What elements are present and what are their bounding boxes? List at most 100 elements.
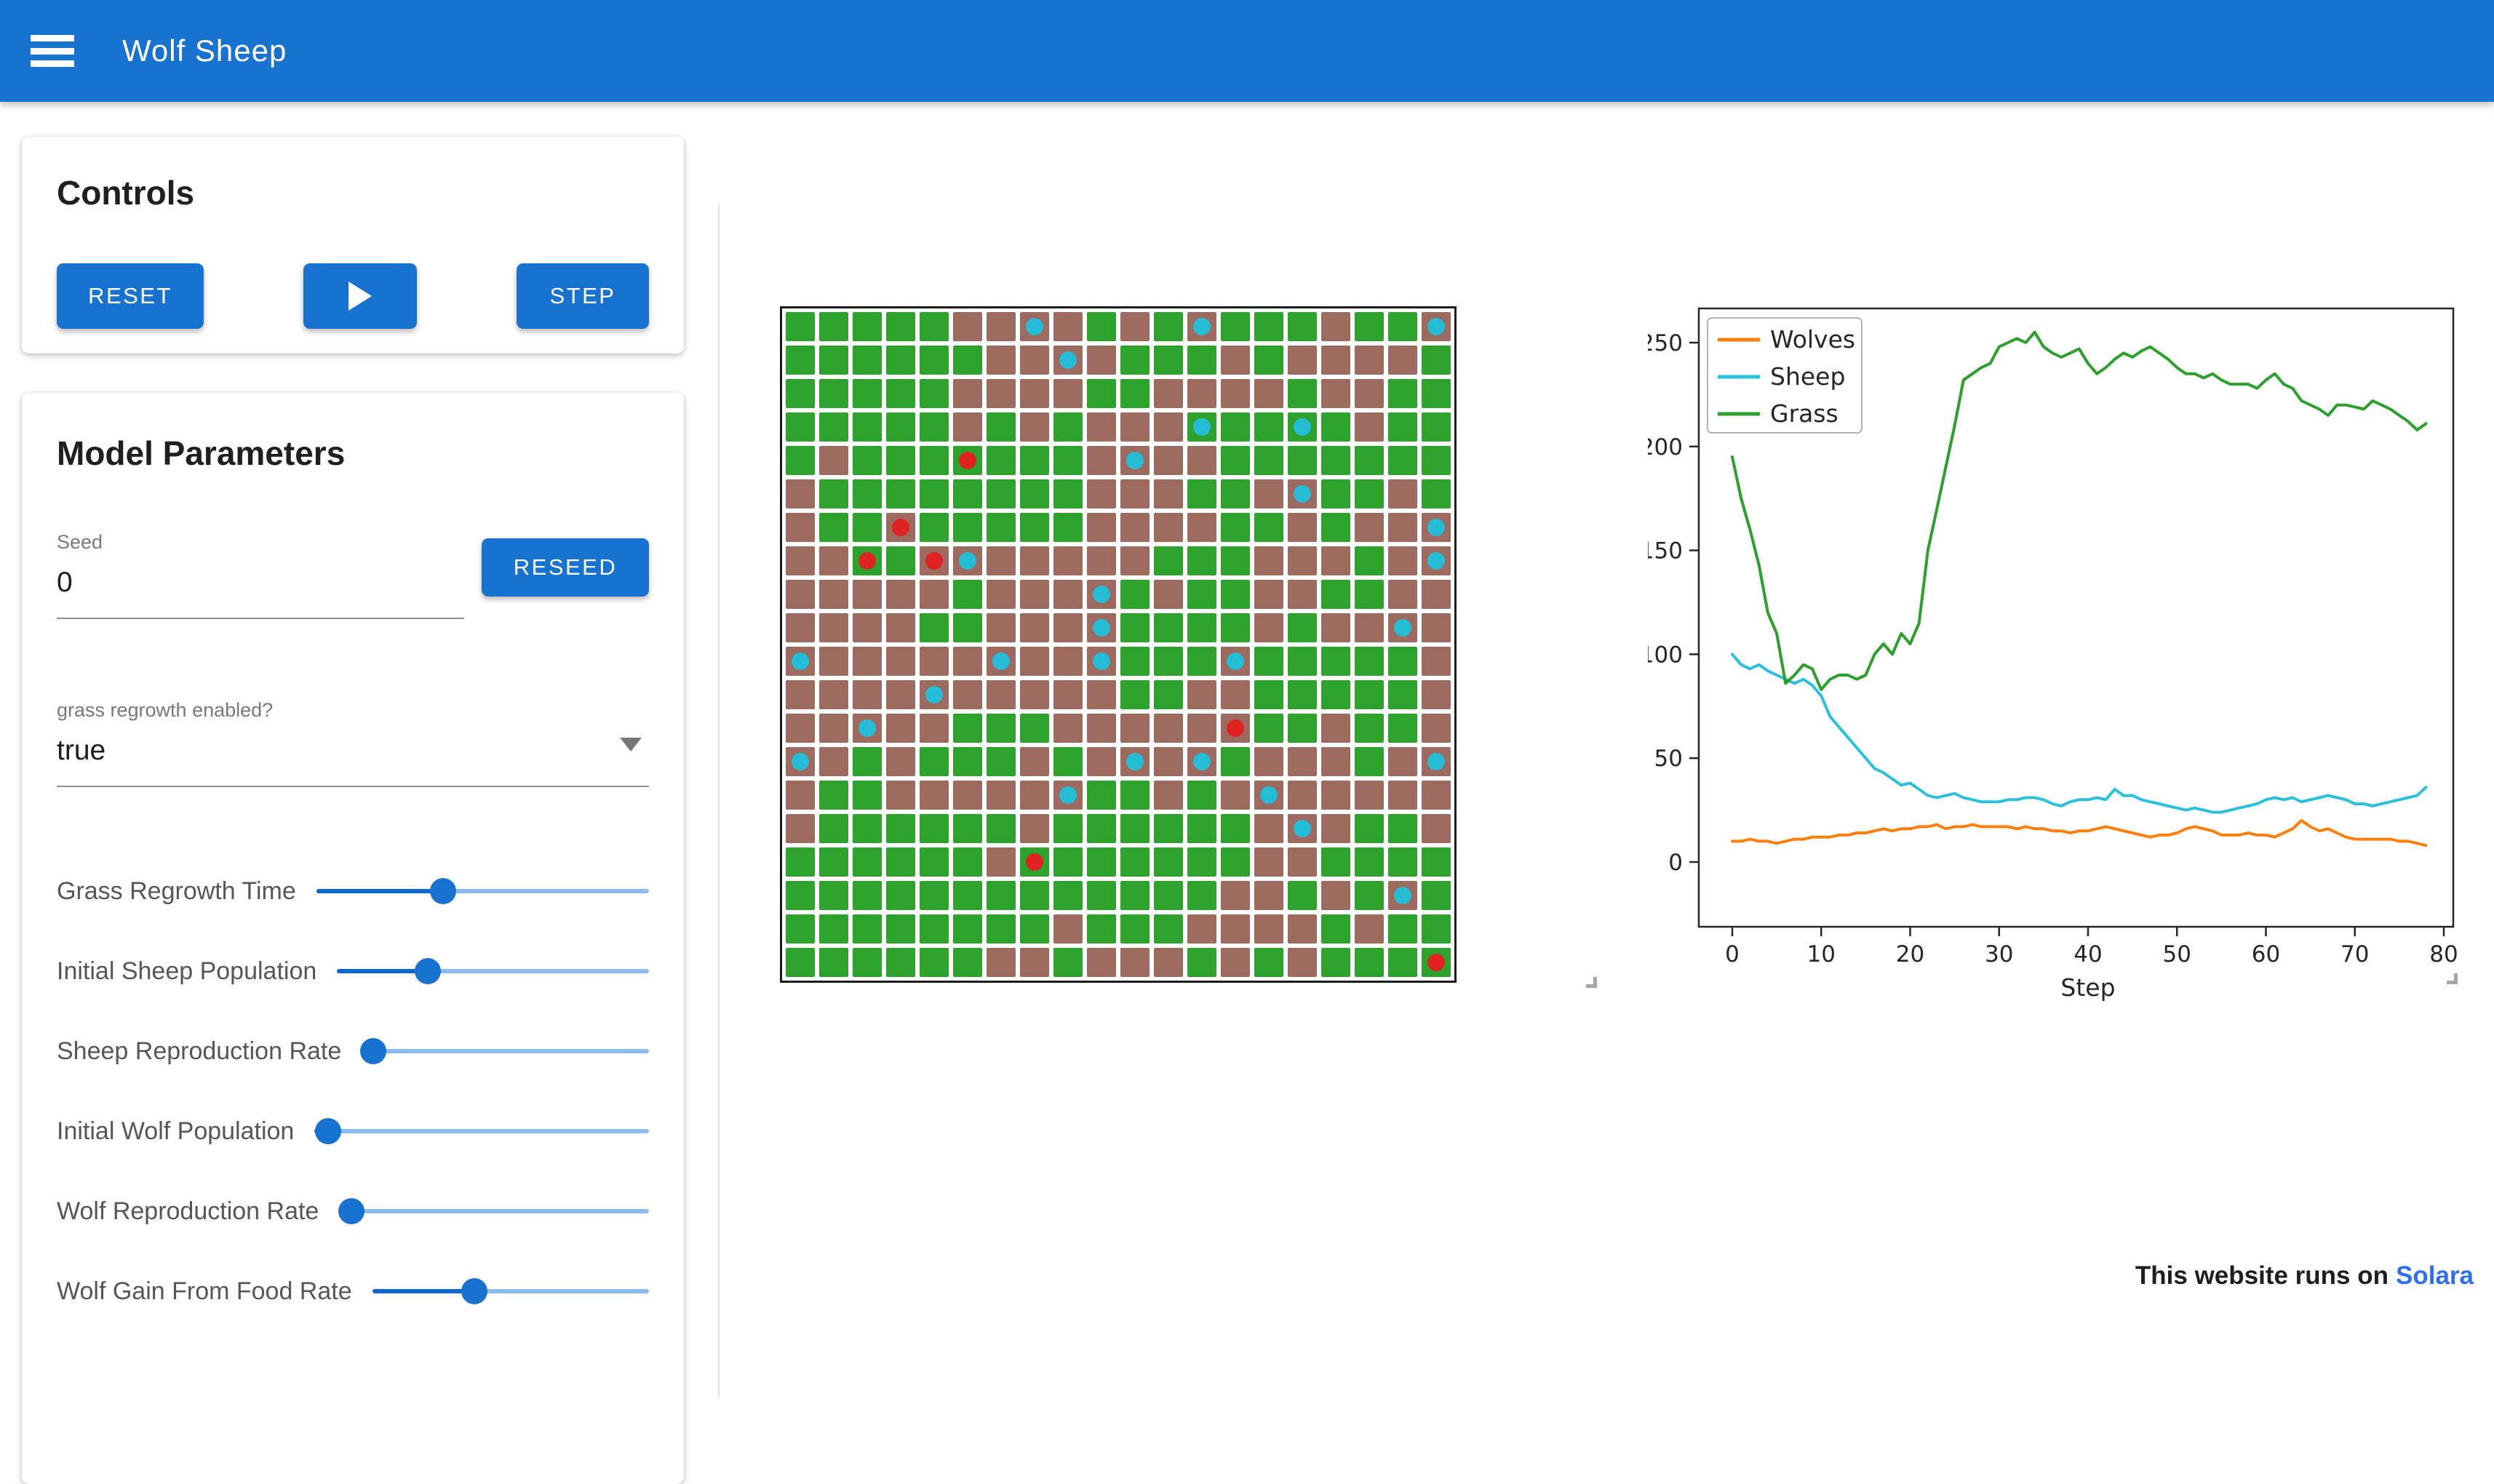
grid-cell bbox=[1288, 847, 1317, 877]
grid-cell bbox=[1254, 948, 1283, 977]
grid-cell bbox=[853, 446, 882, 475]
slider-thumb[interactable] bbox=[429, 878, 456, 904]
grid-cell bbox=[987, 312, 1016, 341]
grid-cell bbox=[853, 714, 882, 743]
grid-cell bbox=[853, 379, 882, 408]
model-parameters-title: Model Parameters bbox=[57, 434, 346, 472]
sheep-agent-icon bbox=[959, 552, 976, 570]
wolf-agent-icon bbox=[1427, 954, 1445, 971]
grid-cell bbox=[1388, 914, 1417, 944]
footer-text: This website runs on bbox=[2135, 1261, 2389, 1290]
grid-cell bbox=[1422, 948, 1451, 977]
grid-cell bbox=[920, 346, 949, 375]
grid-cell bbox=[886, 513, 915, 542]
grid-cell bbox=[1020, 412, 1049, 442]
solara-link[interactable]: Solara bbox=[2396, 1261, 2474, 1290]
slider-thumb[interactable] bbox=[360, 1038, 387, 1064]
wolf-agent-icon bbox=[1026, 853, 1043, 871]
slider-label: Wolf Reproduction Rate bbox=[57, 1197, 319, 1225]
grid-cell bbox=[1355, 814, 1384, 843]
grid-cell bbox=[1422, 613, 1451, 642]
grid-cell bbox=[1321, 914, 1350, 944]
grid-cell bbox=[953, 781, 982, 810]
grid-cell bbox=[819, 948, 848, 977]
sheep-agent-icon bbox=[1193, 753, 1211, 770]
seed-value[interactable]: 0 bbox=[57, 567, 73, 598]
grid-cell bbox=[1355, 647, 1384, 676]
grass-line bbox=[1731, 330, 2428, 691]
grid-cell bbox=[1355, 479, 1384, 508]
grid-cell bbox=[1288, 948, 1317, 977]
wolf-agent-icon bbox=[858, 552, 876, 570]
grid-cell bbox=[1321, 479, 1350, 508]
grid-cell bbox=[853, 546, 882, 575]
grid-cell bbox=[819, 680, 848, 709]
grid-cell bbox=[1422, 747, 1451, 776]
grid-cell bbox=[953, 379, 982, 408]
grass-regrowth-time-slider[interactable] bbox=[316, 878, 649, 904]
grid-cell bbox=[1053, 479, 1083, 508]
grid-cell bbox=[1154, 446, 1183, 475]
slider-thumb[interactable] bbox=[414, 958, 441, 984]
slider-row-initial-sheep-population: Initial Sheep Population bbox=[57, 931, 649, 1011]
grid-resize-handle[interactable] bbox=[1586, 977, 1597, 988]
grid-cell bbox=[1087, 948, 1116, 977]
grid-cell bbox=[1254, 580, 1283, 609]
grid-cell bbox=[1020, 647, 1049, 676]
play-button[interactable] bbox=[303, 263, 417, 329]
grid-cell bbox=[1321, 647, 1350, 676]
slider-thumb[interactable] bbox=[314, 1118, 341, 1144]
grid-cell bbox=[1154, 914, 1183, 944]
grid-cell bbox=[920, 312, 949, 341]
grid-cell bbox=[920, 446, 949, 475]
seed-field[interactable]: Seed 0 bbox=[57, 531, 464, 619]
grid-cell bbox=[819, 781, 848, 810]
grid-cell bbox=[1087, 881, 1116, 910]
grid-cell bbox=[853, 613, 882, 642]
grid-cell bbox=[886, 714, 915, 743]
grid-cell bbox=[953, 613, 982, 642]
grid-cell bbox=[920, 714, 949, 743]
grid-cell bbox=[886, 580, 915, 609]
grid-cell bbox=[786, 747, 815, 776]
grid-cell bbox=[1053, 714, 1083, 743]
initial-wolf-population-slider[interactable] bbox=[314, 1118, 649, 1144]
slider-thumb[interactable] bbox=[461, 1278, 488, 1304]
y-tick-label: 200 bbox=[1648, 434, 1683, 460]
grid-cell bbox=[786, 379, 815, 408]
step-button[interactable]: STEP bbox=[517, 263, 649, 329]
grid-cell bbox=[1154, 479, 1183, 508]
slider-row-wolf-gain-from-food-rate: Wolf Gain From Food Rate bbox=[57, 1251, 649, 1331]
initial-sheep-population-slider[interactable] bbox=[337, 958, 649, 984]
grass-regrowth-enabled-select[interactable]: grass regrowth enabled? true bbox=[57, 699, 649, 787]
app-bar: Wolf Sheep bbox=[0, 0, 2494, 102]
slider-thumb[interactable] bbox=[338, 1198, 365, 1224]
grid-cell bbox=[1154, 747, 1183, 776]
grid-cell bbox=[1020, 513, 1049, 542]
grid-cell bbox=[920, 580, 949, 609]
grid-cell bbox=[920, 412, 949, 442]
menu-icon[interactable] bbox=[31, 35, 77, 67]
grid-cell bbox=[1087, 546, 1116, 575]
grid-cell bbox=[1221, 914, 1250, 944]
reseed-button[interactable]: RESEED bbox=[482, 538, 649, 597]
grid-cell bbox=[953, 580, 982, 609]
dropdown-value[interactable]: true bbox=[57, 735, 106, 766]
chart-resize-handle[interactable] bbox=[2447, 973, 2458, 984]
grid-cell bbox=[1053, 747, 1083, 776]
grid-cell bbox=[886, 847, 915, 877]
grid-cell bbox=[1388, 714, 1417, 743]
reset-button[interactable]: RESET bbox=[57, 263, 204, 329]
sheep-agent-icon bbox=[1193, 318, 1211, 335]
sheep-agent-icon bbox=[1427, 318, 1445, 335]
grid-cell bbox=[1221, 613, 1250, 642]
wolf-reproduction-rate-slider[interactable] bbox=[338, 1198, 649, 1224]
grid-cell bbox=[1120, 847, 1150, 877]
sheep-reproduction-rate-slider[interactable] bbox=[360, 1038, 649, 1064]
grid-cell bbox=[1288, 312, 1317, 341]
grid-cell bbox=[1288, 546, 1317, 575]
wolf-gain-from-food-rate-slider[interactable] bbox=[372, 1278, 649, 1304]
chevron-down-icon[interactable] bbox=[620, 737, 642, 751]
grid-cell bbox=[1388, 814, 1417, 843]
grid-cell bbox=[1321, 781, 1350, 810]
